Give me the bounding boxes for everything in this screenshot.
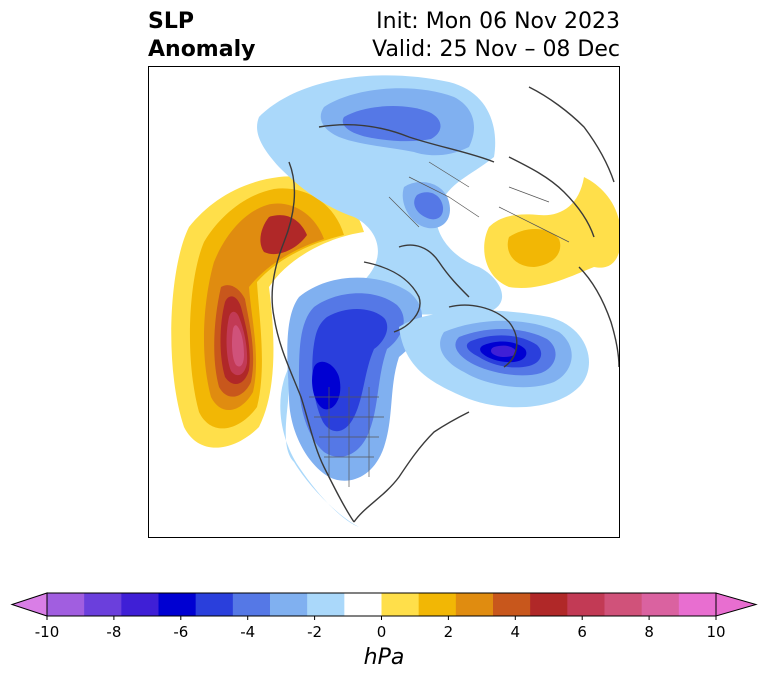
negative-anomaly-north-america xyxy=(287,277,423,481)
valid-date-label: Valid: 25 Nov – 08 Dec xyxy=(372,37,620,62)
colorbar-segment xyxy=(232,593,271,616)
colorbar-segments xyxy=(10,592,758,617)
colorbar-segment xyxy=(270,593,308,616)
colorbar-tick-label: 6 xyxy=(577,623,587,641)
positive-anomaly-siberia xyxy=(484,177,619,288)
colorbar-segment xyxy=(530,593,568,616)
colorbar-segment xyxy=(121,593,159,616)
map-panel xyxy=(148,66,620,538)
colorbar-segment xyxy=(418,593,457,616)
positive-anomaly-pacific xyxy=(171,176,364,448)
colorbar-tick-label: -8 xyxy=(106,623,122,641)
anomaly-map xyxy=(171,75,619,527)
colorbar-tick-label: 8 xyxy=(644,623,654,641)
colorbar-extend-max xyxy=(715,592,758,617)
colorbar-segment xyxy=(678,593,717,616)
colorbar-segment xyxy=(641,593,680,616)
colorbar-ticks xyxy=(46,616,717,620)
colorbar-segment xyxy=(604,593,643,616)
colorbar-segment xyxy=(47,593,85,616)
title-variable-line1: SLP xyxy=(148,9,194,34)
init-date-label: Init: Mon 06 Nov 2023 xyxy=(376,9,620,34)
colorbar-tick-label: -2 xyxy=(307,623,323,641)
colorbar-tick-label: 4 xyxy=(510,623,521,641)
colorbar-segment xyxy=(307,593,345,616)
colorbar-segment xyxy=(455,593,494,616)
colorbar-segment xyxy=(567,593,605,616)
title-variable-line2: Anomaly xyxy=(148,37,256,62)
colorbar xyxy=(10,592,758,620)
colorbar-extend-min xyxy=(10,592,48,617)
colorbar-segment xyxy=(195,593,234,616)
colorbar-tick-label: 10 xyxy=(706,623,726,641)
coastlines xyxy=(271,86,619,523)
negative-anomaly-atlantic xyxy=(399,310,589,408)
colorbar-segment xyxy=(344,593,382,616)
colorbar-tick-label: 2 xyxy=(443,623,454,641)
colorbar-tick-label: -10 xyxy=(34,623,60,641)
colorbar-segment xyxy=(158,593,197,616)
colorbar-segment xyxy=(381,593,420,616)
chart-title-dates: Init: Mon 06 Nov 2023 Valid: 25 Nov – 08… xyxy=(372,8,620,64)
colorbar-segment xyxy=(493,593,531,616)
colorbar-segment xyxy=(84,593,122,616)
chart-title-variable: SLP Anomaly xyxy=(148,8,255,64)
country-borders xyxy=(309,161,570,487)
colorbar-tick-label: -4 xyxy=(240,623,256,641)
colorbar-unit-label: hPa xyxy=(363,645,405,670)
colorbar-tick-label: 0 xyxy=(376,623,387,641)
colorbar-tick-label: -6 xyxy=(173,623,189,641)
